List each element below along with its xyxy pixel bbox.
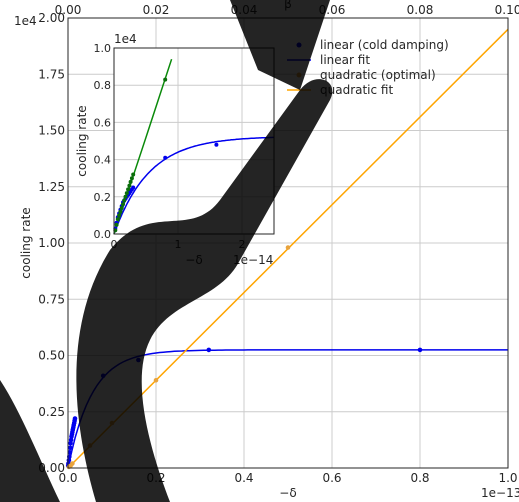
y-tick-label: 0.6 (94, 116, 112, 129)
data-point (119, 206, 124, 210)
data-point (163, 77, 168, 82)
data-point (127, 183, 132, 188)
y-tick-label: 1.0 (94, 42, 112, 55)
inset-x-multiplier: 1e−14 (233, 253, 273, 267)
data-point (126, 187, 131, 192)
y-tick-label: 0.0 (94, 228, 112, 241)
data-point (153, 378, 159, 383)
data-point (163, 155, 168, 160)
legend-label: linear fit (320, 53, 370, 67)
data-point (100, 373, 106, 379)
y-tick-label: 1.75 (38, 67, 65, 81)
y-tick-label: 0.4 (94, 154, 112, 167)
data-point (206, 347, 212, 353)
inset-y-multiplier: 1e4 (114, 32, 137, 46)
data-point (417, 347, 423, 353)
main-y-multiplier: 1e4 (14, 14, 37, 28)
top-axis-label: β (284, 0, 292, 11)
top-x-tick-label: 0.10 (495, 3, 519, 17)
data-point (121, 202, 125, 207)
data-point (118, 209, 123, 214)
data-point (128, 179, 133, 184)
data-point (122, 198, 127, 203)
x-tick-label: 1.0 (498, 471, 517, 485)
top-x-tick-label: 0.02 (143, 3, 170, 17)
y-tick-label: 0.50 (38, 349, 65, 363)
data-point (68, 441, 73, 446)
data-point (115, 217, 120, 222)
top-x-tick-label: 0.06 (319, 3, 346, 17)
data-point (123, 194, 128, 199)
x-tick-label: 0.8 (410, 471, 429, 485)
data-point (117, 213, 122, 218)
legend: linear (cold damping)linear fitquadratic… (287, 38, 449, 97)
legend-label: linear (cold damping) (320, 38, 449, 52)
y-tick-label: 0.00 (38, 461, 65, 475)
y-tick-label: 0.25 (38, 405, 65, 419)
data-point (67, 445, 73, 451)
data-point (124, 191, 129, 196)
data-point (285, 245, 291, 250)
legend-marker (296, 72, 302, 78)
inset-background (113, 47, 275, 235)
data-point (87, 443, 93, 448)
y-tick-label: 0.2 (94, 191, 112, 204)
data-point (68, 437, 74, 443)
x-tick-label: 0.6 (322, 471, 341, 485)
data-point (109, 420, 115, 426)
y-tick-label: 0.8 (94, 79, 112, 92)
legend-label: quadratic fit (320, 83, 393, 97)
data-point (131, 185, 136, 190)
inset-y-axis-label: cooling rate (75, 105, 89, 176)
top-x-tick-label: 0.00 (55, 3, 82, 17)
main-x-multiplier: 1e−13 (481, 486, 519, 500)
x-tick-label: 2 (239, 238, 246, 251)
y-tick-label: 2.00 (38, 11, 65, 25)
data-point (136, 357, 141, 363)
data-point (129, 176, 134, 181)
data-point (72, 416, 78, 421)
x-tick-label: 0.0 (58, 471, 77, 485)
y-tick-label: 0.75 (38, 292, 65, 306)
legend-label: quadratic (optimal) (320, 68, 436, 82)
inset-x-axis-label: −δ (185, 253, 202, 267)
y-tick-label: 1.00 (38, 236, 65, 250)
y-tick-label: 1.50 (38, 124, 65, 138)
main-x-axis-label: −δ (279, 486, 296, 500)
data-point (131, 172, 136, 177)
x-tick-label: 1 (175, 238, 182, 251)
data-point (114, 222, 119, 227)
data-point (70, 461, 75, 466)
x-tick-label: 0 (111, 238, 118, 251)
data-point (67, 450, 73, 455)
top-x-tick-label: 0.04 (231, 3, 258, 17)
y-tick-label: 1.25 (38, 180, 65, 194)
x-tick-label: 0.2 (146, 471, 165, 485)
main-y-axis-label: cooling rate (19, 207, 33, 278)
x-tick-label: 0.4 (234, 471, 253, 485)
top-x-tick-label: 0.08 (407, 3, 434, 17)
legend-marker (296, 42, 302, 48)
data-point (214, 142, 219, 147)
